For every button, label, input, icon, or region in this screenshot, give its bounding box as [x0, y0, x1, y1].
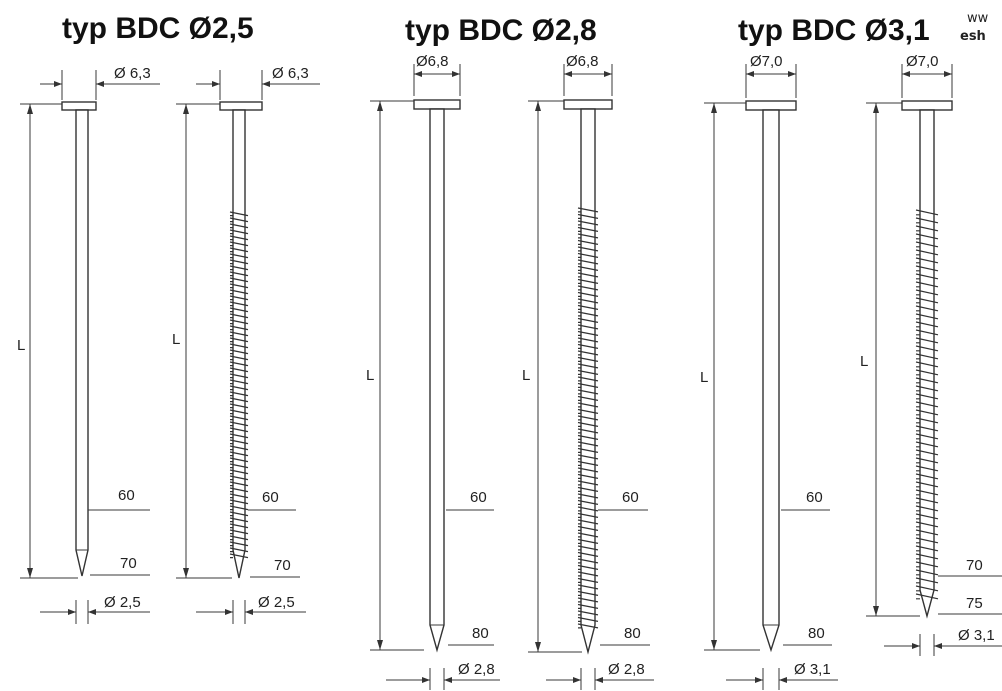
- shank-diameter: Ø 2,8: [458, 661, 495, 678]
- nail-1-smooth: L Ø 6,3 60 70 Ø 2,5: [17, 65, 160, 624]
- title-bdc-2-8: typ BDC Ø2,8: [405, 14, 597, 47]
- nail-5-smooth: L Ø7,0 60 80 Ø 3,1: [700, 53, 838, 690]
- length-value-b: 75: [966, 595, 983, 612]
- shank-diameter: Ø 3,1: [958, 627, 995, 644]
- head-diameter: Ø6,8: [566, 53, 599, 70]
- title-bdc-3-1: typ BDC Ø3,1: [738, 14, 930, 47]
- length-value-b: 70: [274, 557, 291, 574]
- nail-2-ring: L Ø 6,3 60 70 Ø 2,5: [172, 65, 320, 624]
- ring-thread: [915, 209, 939, 600]
- shank-diameter: Ø 2,5: [258, 594, 295, 611]
- length-value-a: 60: [118, 487, 135, 504]
- nail-3-smooth: L Ø6,8 60 80 Ø 2,8: [366, 53, 500, 690]
- length-value-b: 80: [624, 625, 641, 642]
- shank-diameter: Ø 3,1: [794, 661, 831, 678]
- length-value-a: 60: [262, 489, 279, 506]
- length-label: L: [522, 367, 530, 384]
- length-label: L: [172, 331, 180, 348]
- length-value-a: 60: [806, 489, 823, 506]
- head-diameter: Ø7,0: [750, 53, 783, 70]
- ring-thread: [577, 207, 599, 629]
- length-value-b: 70: [120, 555, 137, 572]
- ring-thread: [229, 211, 249, 559]
- title-bdc-2-5: typ BDC Ø2,5: [62, 12, 254, 45]
- nail-6-ring: L Ø7,0 70 75 Ø 3,1: [860, 53, 1002, 656]
- website-line-2: esh: [960, 29, 986, 44]
- shank-diameter: Ø 2,8: [608, 661, 645, 678]
- length-label: L: [17, 337, 25, 354]
- website-line-1: ww: [967, 11, 989, 26]
- head-diameter: Ø 6,3: [272, 65, 309, 82]
- length-label: L: [366, 367, 374, 384]
- shank-diameter: Ø 2,5: [104, 594, 141, 611]
- nail-4-ring: L Ø6,8 60 80 Ø 2,8: [522, 53, 654, 690]
- length-label: L: [860, 353, 868, 370]
- head-diameter: Ø7,0: [906, 53, 939, 70]
- length-value-a: 60: [470, 489, 487, 506]
- head-diameter: Ø 6,3: [114, 65, 151, 82]
- length-value-b: 80: [472, 625, 489, 642]
- head-diameter: Ø6,8: [416, 53, 449, 70]
- length-label: L: [700, 369, 708, 386]
- length-value-b: 80: [808, 625, 825, 642]
- length-value-a: 70: [966, 557, 983, 574]
- length-value-a: 60: [622, 489, 639, 506]
